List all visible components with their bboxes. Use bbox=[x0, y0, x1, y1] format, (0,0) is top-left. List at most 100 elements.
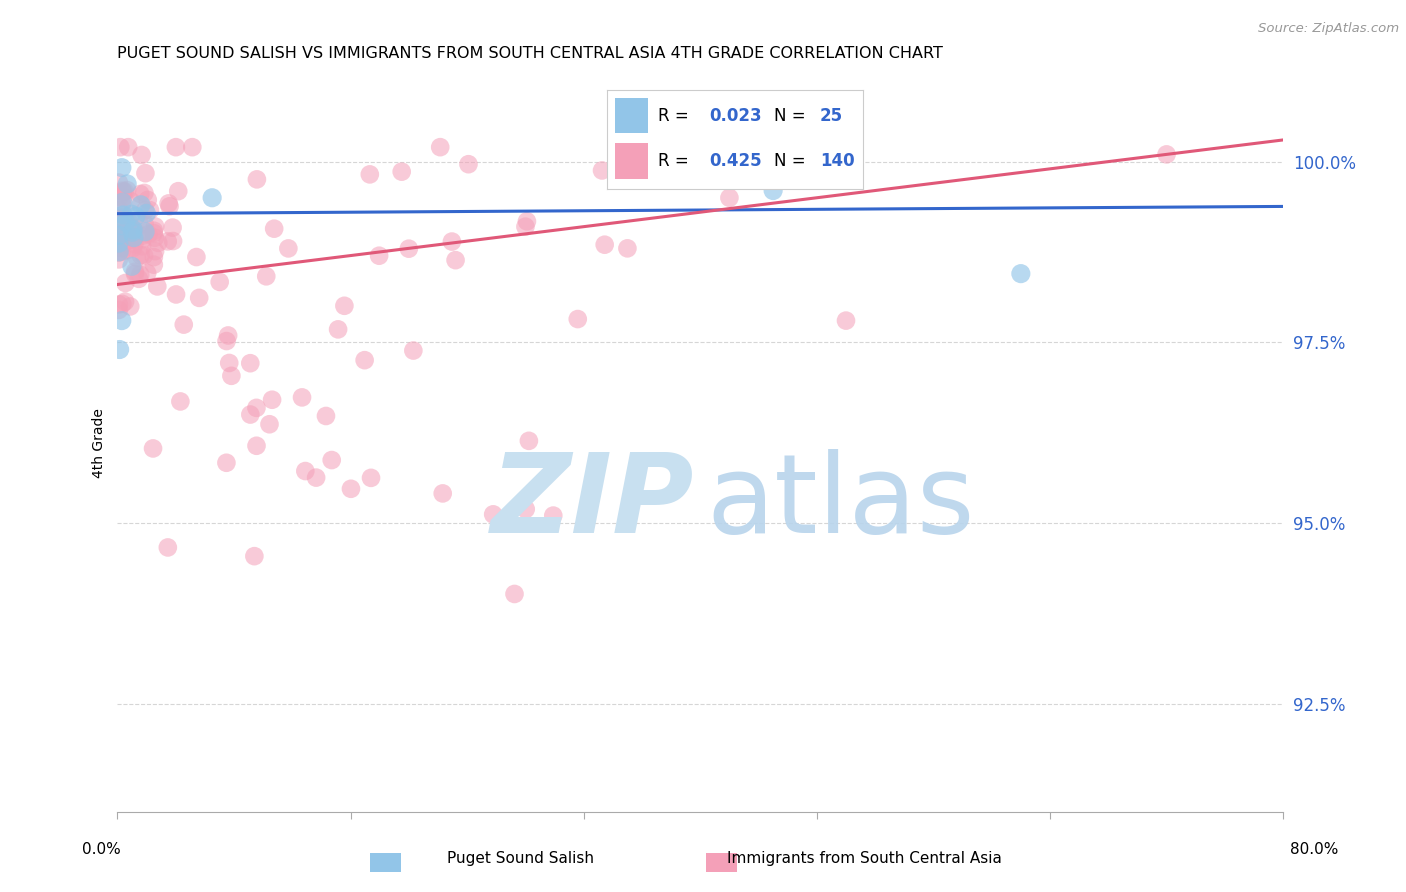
Point bbox=[110, 211, 132, 226]
Point bbox=[108, 237, 131, 252]
Point bbox=[111, 219, 134, 233]
Point bbox=[124, 224, 146, 238]
Point bbox=[121, 224, 143, 238]
Point bbox=[108, 228, 131, 243]
Point bbox=[112, 210, 135, 224]
Point bbox=[120, 207, 142, 221]
Point bbox=[108, 252, 131, 267]
Point bbox=[134, 217, 156, 231]
Point bbox=[482, 508, 505, 522]
Point bbox=[245, 401, 267, 415]
Point bbox=[110, 241, 132, 255]
Point bbox=[262, 392, 284, 407]
Point bbox=[359, 167, 381, 181]
Point bbox=[148, 235, 170, 250]
Point bbox=[111, 244, 134, 259]
Point bbox=[315, 409, 337, 423]
Point bbox=[1156, 147, 1178, 161]
Point bbox=[294, 464, 316, 478]
Point bbox=[142, 442, 165, 456]
Point bbox=[138, 227, 160, 242]
Point bbox=[124, 265, 146, 279]
Point bbox=[215, 334, 238, 348]
Point bbox=[111, 161, 134, 175]
Point bbox=[259, 417, 281, 432]
Point bbox=[440, 235, 463, 249]
Point bbox=[134, 203, 156, 218]
Point bbox=[121, 241, 143, 255]
Point bbox=[111, 235, 134, 250]
Point bbox=[136, 266, 159, 280]
Point bbox=[217, 328, 239, 343]
Point bbox=[143, 219, 166, 234]
Point bbox=[125, 251, 148, 265]
Point bbox=[457, 157, 479, 171]
Point bbox=[591, 163, 613, 178]
Point bbox=[186, 250, 208, 264]
Point bbox=[146, 279, 169, 293]
Point bbox=[391, 164, 413, 178]
Text: ZIP: ZIP bbox=[491, 449, 695, 556]
Point bbox=[128, 272, 150, 286]
Point bbox=[114, 276, 136, 290]
Point bbox=[121, 260, 143, 274]
Point bbox=[122, 230, 145, 244]
Text: 80.0%: 80.0% bbox=[1291, 842, 1339, 856]
Point bbox=[201, 191, 224, 205]
Point bbox=[208, 275, 231, 289]
Point bbox=[326, 322, 349, 336]
Point bbox=[239, 356, 262, 370]
Point bbox=[115, 177, 138, 191]
Text: Immigrants from South Central Asia: Immigrants from South Central Asia bbox=[727, 851, 1002, 865]
Point bbox=[360, 471, 382, 485]
Point bbox=[131, 228, 153, 243]
Point bbox=[139, 203, 162, 218]
Point bbox=[108, 235, 131, 249]
Point bbox=[221, 368, 243, 383]
Point bbox=[835, 313, 858, 327]
Point bbox=[114, 294, 136, 309]
Point bbox=[263, 221, 285, 235]
Point bbox=[108, 245, 131, 260]
Point bbox=[159, 199, 181, 213]
Point bbox=[515, 502, 537, 516]
Point bbox=[162, 234, 184, 248]
Point bbox=[117, 140, 139, 154]
Point bbox=[169, 394, 191, 409]
Y-axis label: 4th Grade: 4th Grade bbox=[93, 409, 107, 478]
Point bbox=[121, 225, 143, 239]
Point bbox=[156, 235, 179, 249]
Point bbox=[188, 291, 211, 305]
Point bbox=[111, 184, 134, 198]
Point bbox=[215, 456, 238, 470]
Text: 0.0%: 0.0% bbox=[82, 842, 121, 856]
Point bbox=[254, 269, 277, 284]
Point bbox=[134, 225, 156, 239]
Point bbox=[108, 229, 131, 244]
Point bbox=[110, 140, 132, 154]
Point bbox=[118, 227, 141, 242]
Point bbox=[142, 258, 165, 272]
Point bbox=[110, 227, 132, 241]
Point bbox=[131, 232, 153, 246]
Point bbox=[333, 299, 356, 313]
Point bbox=[111, 313, 134, 327]
Point bbox=[503, 587, 526, 601]
Point bbox=[245, 439, 267, 453]
Point bbox=[120, 300, 142, 314]
Point bbox=[108, 302, 131, 317]
Point bbox=[402, 343, 425, 358]
Point bbox=[368, 249, 391, 263]
Point bbox=[129, 268, 152, 282]
Point bbox=[135, 206, 157, 220]
Point bbox=[115, 243, 138, 257]
Point bbox=[157, 196, 180, 211]
Point bbox=[111, 197, 134, 211]
Point bbox=[567, 312, 589, 326]
Point bbox=[108, 176, 131, 190]
Point bbox=[115, 183, 138, 197]
Point bbox=[122, 223, 145, 237]
Point bbox=[291, 391, 314, 405]
Point bbox=[142, 226, 165, 240]
Point bbox=[429, 140, 451, 154]
